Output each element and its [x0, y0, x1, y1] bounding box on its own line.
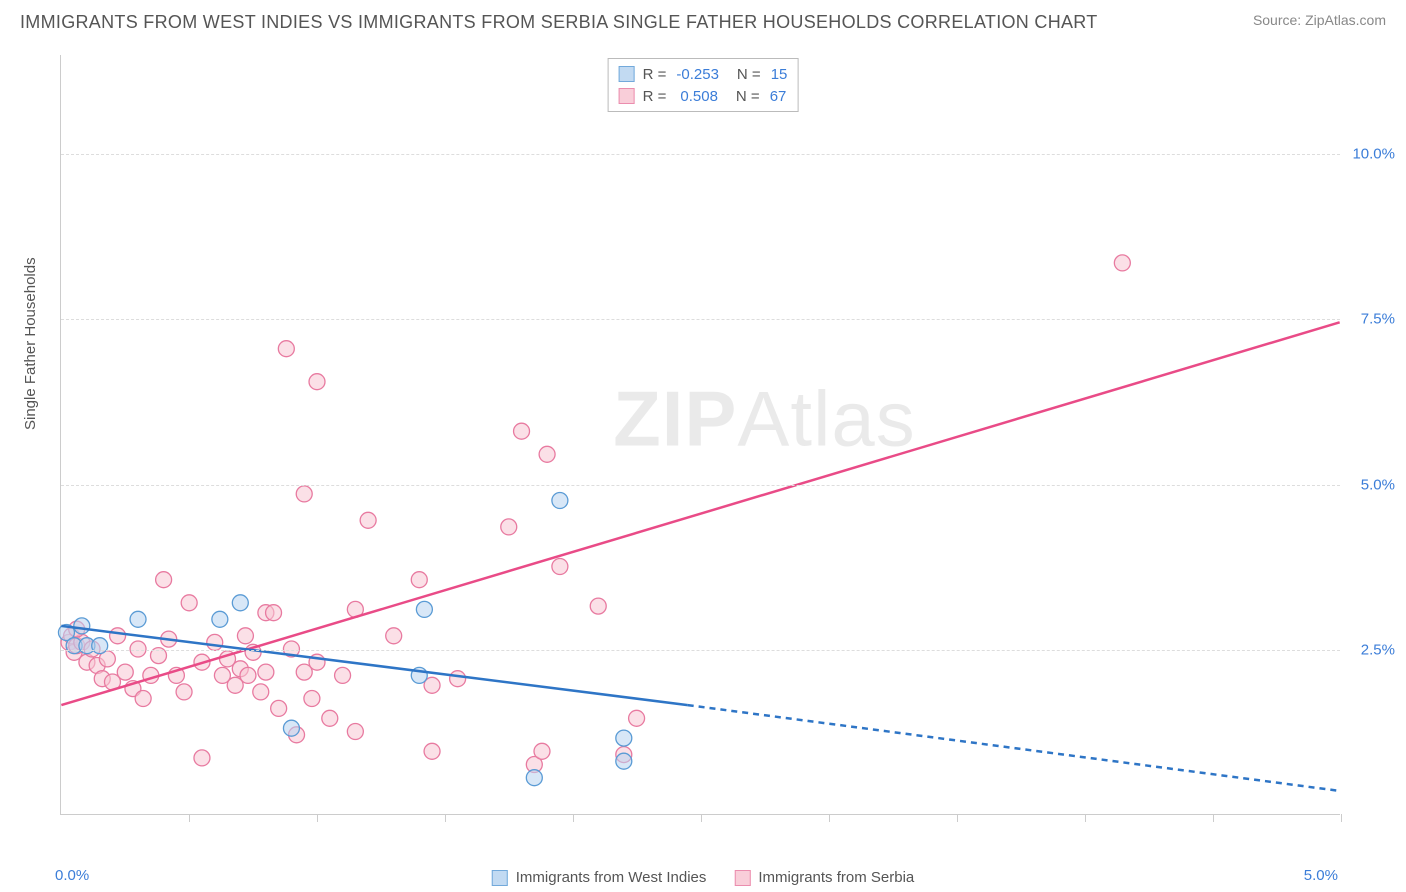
data-point — [514, 423, 530, 439]
data-point — [526, 770, 542, 786]
data-point — [552, 559, 568, 575]
x-axis-max-label: 5.0% — [1304, 867, 1338, 884]
data-point — [322, 710, 338, 726]
data-point — [534, 743, 550, 759]
data-point — [501, 519, 517, 535]
swatch-pink — [619, 88, 635, 104]
data-point — [629, 710, 645, 726]
data-point — [335, 667, 351, 683]
data-point — [283, 720, 299, 736]
data-point — [266, 605, 282, 621]
data-point — [450, 671, 466, 687]
data-point — [176, 684, 192, 700]
data-point — [237, 628, 253, 644]
data-point — [232, 595, 248, 611]
chart-title: IMMIGRANTS FROM WEST INDIES VS IMMIGRANT… — [20, 12, 1098, 33]
legend-row-pink: R = 0.508 N = 67 — [619, 85, 788, 107]
data-point — [360, 512, 376, 528]
correlation-legend: R = -0.253 N = 15 R = 0.508 N = 67 — [608, 58, 799, 112]
data-point — [271, 700, 287, 716]
data-point — [616, 730, 632, 746]
data-point — [616, 753, 632, 769]
data-point — [110, 628, 126, 644]
y-tick-label: 2.5% — [1361, 641, 1395, 658]
data-point — [130, 611, 146, 627]
chart-plot-area: ZIPAtlas 2.5%5.0%7.5%10.0% — [60, 55, 1340, 815]
legend-row-blue: R = -0.253 N = 15 — [619, 63, 788, 85]
data-point — [156, 572, 172, 588]
data-point — [278, 341, 294, 357]
data-point — [552, 493, 568, 509]
data-point — [135, 691, 151, 707]
data-point — [309, 374, 325, 390]
swatch-blue — [619, 66, 635, 82]
data-point — [296, 486, 312, 502]
trend-line — [61, 322, 1339, 705]
data-point — [304, 691, 320, 707]
legend-item-blue: Immigrants from West Indies — [492, 869, 707, 886]
data-point — [194, 750, 210, 766]
trend-line — [61, 626, 687, 705]
data-point — [416, 601, 432, 617]
data-point — [386, 628, 402, 644]
data-point — [1114, 255, 1130, 271]
legend-item-pink: Immigrants from Serbia — [734, 869, 914, 886]
source-label: Source: ZipAtlas.com — [1253, 12, 1386, 28]
data-point — [240, 667, 256, 683]
data-point — [181, 595, 197, 611]
data-point — [411, 572, 427, 588]
data-point — [258, 664, 274, 680]
swatch-pink-icon — [734, 870, 750, 886]
data-point — [424, 743, 440, 759]
scatter-svg — [61, 55, 1340, 814]
data-point — [539, 446, 555, 462]
y-tick-label: 5.0% — [1361, 476, 1395, 493]
data-point — [74, 618, 90, 634]
series-legend: Immigrants from West Indies Immigrants f… — [492, 869, 914, 886]
y-tick-label: 10.0% — [1352, 146, 1395, 163]
swatch-blue-icon — [492, 870, 508, 886]
x-axis-min-label: 0.0% — [55, 867, 89, 884]
y-tick-label: 7.5% — [1361, 311, 1395, 328]
data-point — [253, 684, 269, 700]
data-point — [92, 638, 108, 654]
data-point — [207, 634, 223, 650]
data-point — [212, 611, 228, 627]
data-point — [117, 664, 133, 680]
data-point — [347, 724, 363, 740]
trend-line — [688, 705, 1340, 791]
data-point — [590, 598, 606, 614]
y-axis-label: Single Father Households — [22, 257, 39, 430]
